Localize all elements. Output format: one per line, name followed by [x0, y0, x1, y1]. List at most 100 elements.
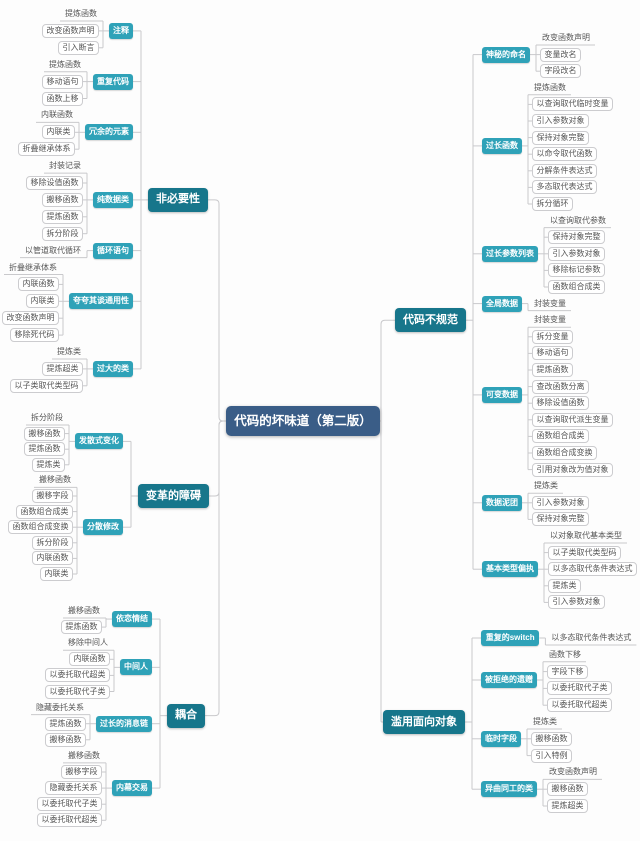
leaf-topic-node: 以查询取代临时变量 [532, 97, 613, 112]
leaf-topic-node: 提炼类 [533, 717, 557, 726]
leaf-topic-node: 改变函数声明 [542, 33, 590, 42]
leaf-topic-node: 引入特例 [531, 748, 572, 763]
leaf-topic-node: 分解条件表达式 [532, 163, 597, 178]
branch-topic-node: 全局数据 [482, 295, 522, 312]
leaf-topic-node: 提炼类 [534, 481, 558, 491]
leaf-topic-node: 提炼函数 [61, 620, 102, 635]
branch-topic-node: 循环语句 [93, 242, 133, 259]
main-topic-node: 滥用面向对象 [383, 710, 465, 734]
leaf-topic-node: 封装记录 [49, 161, 81, 171]
branch-topic-node: 异曲同工的类 [481, 781, 537, 798]
leaf-topic-node: 提炼函数 [24, 442, 65, 457]
leaf-topic-node: 隐藏委托关系 [45, 781, 102, 796]
branch-topic-node: 数据泥团 [482, 494, 522, 511]
leaf-topic-node: 内联函数 [18, 277, 59, 292]
leaf-topic-node: 提炼函数 [534, 82, 566, 92]
leaf-topic-node: 搬移函数 [68, 750, 100, 760]
leaf-topic-node: 内联类 [26, 294, 59, 309]
leaf-topic-node: 搬移函数 [39, 475, 71, 485]
branch-topic-node: 重复代码 [93, 73, 133, 90]
leaf-topic-node: 封装变量 [534, 298, 566, 308]
branch-topic-node: 神秘的命名 [482, 46, 530, 63]
leaf-topic-node: 函数组合成变换 [8, 520, 73, 535]
leaf-topic-node: 移除设值函数 [26, 176, 83, 190]
leaf-topic-node: 提炼函数 [49, 59, 81, 69]
leaf-topic-node: 以查询取代参数 [550, 215, 606, 225]
leaf-topic-node: 改变函数声明 [42, 23, 99, 38]
branch-topic-node: 依恋情结 [112, 611, 152, 628]
leaf-topic-node: 搬移函数 [24, 426, 65, 441]
branch-topic-node: 过长函数 [482, 137, 522, 154]
branch-topic-node: 中间人 [120, 659, 152, 676]
leaf-topic-node: 提炼类 [57, 347, 81, 356]
leaf-topic-node: 以查询取代派生变量 [532, 412, 613, 427]
leaf-topic-node: 以委托取代超类 [547, 698, 612, 713]
leaf-topic-node: 拆分阶段 [32, 535, 73, 550]
leaf-topic-node: 引入参数对象 [532, 495, 589, 510]
leaf-topic-node: 内联函数 [41, 110, 73, 120]
leaf-topic-node: 移动语句 [42, 74, 83, 89]
leaf-topic-node: 引入参数对象 [532, 114, 589, 128]
branch-topic-node: 过长的消息链 [96, 715, 152, 732]
branch-topic-node: 冗余的元素 [85, 124, 133, 141]
branch-topic-node: 纯数据类 [93, 191, 133, 208]
leaf-topic-node: 拆分阶段 [42, 226, 83, 241]
leaf-topic-node: 提炼类 [548, 578, 581, 593]
leaf-topic-node: 移除死代码 [10, 328, 59, 343]
leaf-topic-node: 以委托取代子类 [547, 681, 612, 696]
leaf-topic-node: 以委托取代子类 [37, 797, 102, 812]
branch-topic-node: 内幕交易 [112, 780, 152, 797]
leaf-topic-node: 拆分阶段 [31, 413, 63, 422]
main-topic-node: 代码不规范 [395, 308, 466, 333]
leaf-topic-node: 以多态取代条件表达式 [551, 633, 632, 642]
leaf-topic-node: 以子类取代类型码 [548, 545, 621, 560]
main-topic-node: 耦合 [167, 703, 205, 728]
branch-topic-node: 过长参数列表 [482, 245, 538, 262]
leaf-topic-node: 函数上移 [42, 91, 83, 106]
leaf-topic-node: 以对象取代基本类型 [550, 531, 622, 540]
leaf-topic-node: 保持对象完整 [548, 230, 605, 245]
leaf-topic-node: 搬移函数 [42, 192, 83, 207]
leaf-topic-node: 改变函数声明 [2, 311, 59, 326]
leaf-topic-node: 字段改名 [540, 64, 581, 79]
leaf-topic-node: 搬移函数 [547, 782, 588, 797]
leaf-topic-node: 隐藏委托关系 [36, 702, 84, 712]
main-topic-node: 非必要性 [148, 187, 208, 212]
leaf-topic-node: 搬移函数 [45, 732, 86, 747]
leaf-topic-node: 提炼函数 [42, 209, 83, 224]
leaf-topic-node: 移动语句 [532, 346, 573, 361]
branch-topic-node: 夸夸其谈通用性 [69, 293, 133, 310]
leaf-topic-node: 查改函数分离 [532, 379, 589, 394]
leaf-topic-node: 移除标记参数 [548, 263, 605, 278]
leaf-topic-node: 字段下移 [547, 664, 588, 679]
leaf-topic-node: 保持对象完整 [532, 512, 589, 527]
leaf-topic-node: 搬移字段 [61, 765, 102, 779]
branch-topic-node: 重复的switch [481, 630, 540, 646]
leaf-topic-node: 封装变量 [534, 315, 566, 325]
leaf-topic-node: 提炼函数 [532, 363, 573, 377]
leaf-topic-node: 引入参数对象 [548, 595, 605, 610]
leaf-topic-node: 引入参数对象 [548, 246, 605, 261]
branch-topic-node: 可变数据 [482, 386, 522, 403]
leaf-topic-node: 提炼函数 [65, 9, 97, 18]
leaf-topic-node: 以管道取代循环 [25, 245, 81, 255]
branch-topic-node: 过大的类 [93, 360, 133, 377]
leaf-topic-node: 函数组合成类 [16, 504, 73, 519]
leaf-topic-node: 内联类 [42, 125, 75, 140]
leaf-topic-node: 以多态取代条件表达式 [548, 562, 637, 577]
branch-topic-node: 分散修改 [83, 519, 123, 536]
branch-topic-node: 被拒绝的遗赠 [481, 672, 537, 688]
leaf-topic-node: 内联函数 [32, 551, 73, 566]
main-topic-node: 变革的障碍 [138, 484, 209, 508]
leaf-topic-node: 函数下移 [549, 649, 581, 659]
leaf-topic-node: 搬移字段 [32, 489, 73, 503]
central-topic-node: 代码的坏味道（第二版） [226, 406, 380, 436]
leaf-topic-node: 内联类 [40, 567, 73, 581]
leaf-topic-node: 变量改名 [540, 47, 581, 62]
leaf-topic-node: 折叠继承体系 [9, 262, 57, 272]
leaf-topic-node: 内联函数 [69, 652, 110, 667]
leaf-topic-node: 提炼类 [32, 457, 65, 472]
leaf-topic-node: 提炼函数 [45, 716, 86, 731]
leaf-topic-node: 搬移函数 [531, 731, 572, 746]
